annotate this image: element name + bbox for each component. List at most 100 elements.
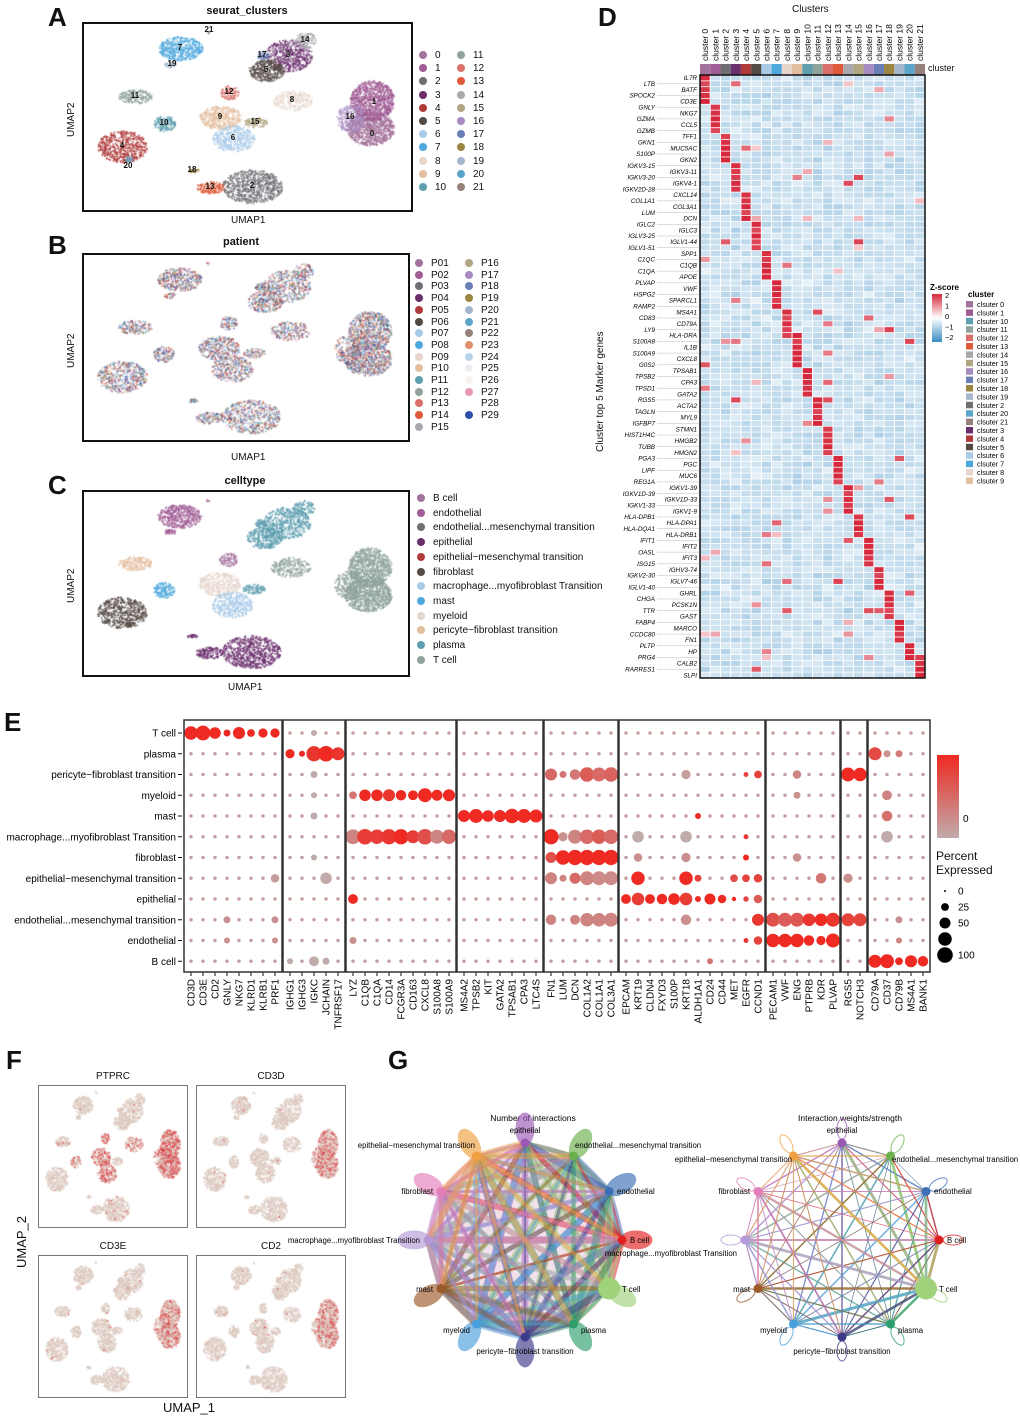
network-node[interactable] (472, 1319, 481, 1329)
heatmap-cell (853, 192, 864, 198)
heatmap-cell (761, 549, 772, 555)
heatmap-cell (731, 81, 741, 87)
heatmap-cell (710, 362, 720, 368)
dotplot-dot (597, 793, 601, 797)
interaction-edge (474, 1237, 624, 1327)
network-node[interactable] (886, 1151, 895, 1161)
heatmap-cell (731, 362, 741, 368)
heatmap-cell (720, 444, 731, 450)
heatmap-cell (720, 619, 731, 625)
network-node[interactable] (789, 1151, 798, 1161)
dotplot-dot (447, 959, 451, 963)
heatmap-cell (761, 561, 772, 567)
network-node[interactable] (753, 1284, 763, 1293)
heatmap-cell (833, 356, 843, 362)
heatmap-cell (700, 297, 710, 303)
network-node[interactable] (520, 1138, 530, 1148)
network-node[interactable] (617, 1235, 627, 1245)
heatmap-cell (710, 614, 720, 620)
network-node[interactable] (915, 1277, 938, 1300)
cluster-legend-label: clsuter 12 (977, 334, 1008, 343)
heatmap-cell (813, 532, 823, 538)
heatmap-cell (772, 180, 782, 186)
dotplot-gene-label: TNFRSF17 (334, 979, 345, 1030)
dotplot-dot (831, 855, 835, 860)
dotplot-dot (462, 938, 466, 943)
heatmap-cell (894, 163, 905, 169)
heatmap-cell (853, 98, 864, 104)
cluster-annotation-cell (853, 64, 864, 75)
dotplot-dot (603, 767, 619, 782)
dotplot-dot (510, 918, 514, 922)
dotplot-dot (853, 913, 867, 927)
network-node[interactable] (886, 1319, 895, 1329)
heatmap-cell (751, 455, 761, 461)
network-node[interactable] (753, 1187, 763, 1196)
legend-item: 0 (419, 50, 441, 61)
dotplot-dot (873, 814, 877, 818)
interaction-edge (426, 1152, 576, 1244)
cluster-legend-label: clsuter 4 (977, 434, 1004, 443)
heatmap-cell (813, 555, 823, 561)
heatmap-cell (782, 420, 792, 426)
heatmap-cell (720, 274, 731, 280)
network-node[interactable] (569, 1319, 578, 1329)
heatmap-cell (792, 496, 802, 502)
heatmap-cell (792, 327, 802, 333)
heatmap-cell (802, 614, 812, 620)
heatmap-cell (700, 110, 710, 116)
network-node[interactable] (436, 1284, 446, 1293)
network-node[interactable] (837, 1138, 847, 1148)
heatmap-cell (782, 75, 792, 81)
cluster-label: 6 (230, 133, 236, 142)
network-node[interactable] (472, 1151, 481, 1161)
heatmap-gene-label: CD83 (639, 315, 656, 322)
dotplot-dot (841, 913, 855, 927)
network-node[interactable] (837, 1332, 847, 1342)
network-node[interactable] (740, 1235, 750, 1245)
heatmap-cell (710, 654, 720, 661)
heatmap-cell (741, 649, 751, 655)
network-node[interactable] (604, 1187, 614, 1196)
dotplot-dot (720, 876, 724, 880)
heatmap-cell (874, 578, 884, 584)
dotplot-dot (795, 897, 799, 901)
heatmap-cell (813, 514, 823, 520)
dotplot-dot (909, 814, 913, 818)
dotplot-dot (921, 772, 925, 777)
heatmap-cell (833, 215, 843, 221)
dotplot-dot (462, 876, 466, 880)
dotplot-dot (324, 897, 328, 901)
dotplot-dot (708, 876, 712, 880)
network-node[interactable] (436, 1187, 446, 1196)
legend-label: endothelial...mesenchymal transition (433, 522, 595, 534)
heatmap-cell (823, 385, 833, 391)
heatmap-cell (751, 256, 761, 262)
network-node[interactable] (520, 1332, 530, 1342)
heatmap-cell (782, 485, 792, 491)
dotplot-dot (237, 918, 241, 922)
interaction-edge (439, 1155, 478, 1289)
dotplot-dot (213, 876, 217, 880)
network-node[interactable] (921, 1187, 931, 1196)
dotplot-dot (672, 752, 676, 756)
heatmap-cell (823, 420, 833, 426)
heatmap-cell (720, 461, 731, 467)
network-node[interactable] (423, 1235, 433, 1245)
heatmap-cell (915, 444, 925, 450)
heatmap-cell (772, 169, 782, 175)
legend-swatch (417, 494, 425, 502)
network-node[interactable] (934, 1235, 944, 1245)
network-node[interactable] (598, 1277, 621, 1300)
heatmap-cell (813, 368, 823, 374)
heatmap-gene-label: GKN1 (638, 140, 655, 147)
heatmap-cell (915, 245, 925, 251)
network-node[interactable] (569, 1151, 578, 1161)
heatmap-cell (731, 139, 741, 145)
heatmap-cell (772, 122, 782, 128)
heatmap-cell (874, 414, 884, 421)
heatmap-cell (731, 508, 741, 514)
network-node[interactable] (789, 1319, 798, 1329)
heatmap-cell (813, 344, 823, 350)
heatmap-cell (720, 602, 731, 608)
